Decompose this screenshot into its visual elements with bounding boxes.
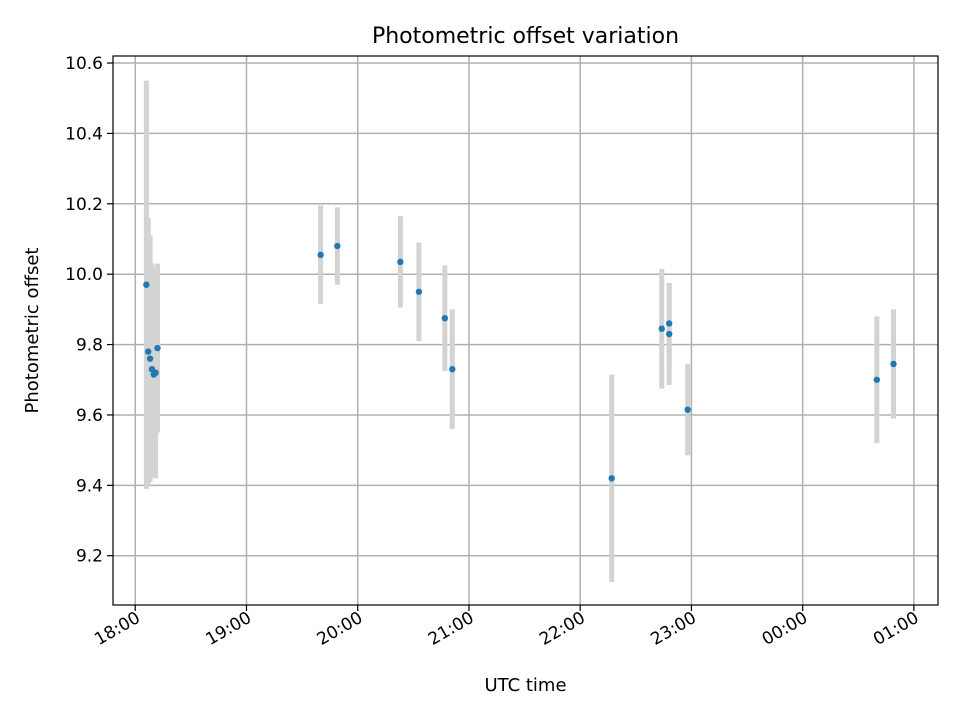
error-bars bbox=[143, 80, 897, 583]
x-axis-ticks: 18:00 19:00 20:00 21:00 22:00 23:00 00:00 01:00 bbox=[91, 605, 922, 650]
data-point bbox=[317, 251, 324, 259]
plot-frame bbox=[112, 55, 939, 606]
x-tick-label: 00:00 bbox=[759, 608, 811, 650]
data-point bbox=[441, 314, 449, 322]
y-tick-label: 10.2 bbox=[65, 195, 103, 215]
x-tick-label: 23:00 bbox=[647, 608, 699, 650]
data-point bbox=[890, 360, 897, 368]
y-axis-label: Photometric offset bbox=[22, 248, 43, 414]
chart-title: Photometric offset variation bbox=[372, 24, 679, 49]
x-tick-label: 19:00 bbox=[203, 608, 255, 650]
data-point bbox=[415, 288, 423, 295]
y-tick-label: 10.4 bbox=[65, 124, 103, 144]
x-tick-label: 01:00 bbox=[870, 608, 922, 650]
data-points bbox=[143, 242, 897, 482]
data-point bbox=[684, 406, 691, 413]
x-tick-label: 22:00 bbox=[536, 608, 588, 650]
y-tick-label: 9.6 bbox=[76, 406, 103, 426]
data-point bbox=[665, 330, 673, 338]
data-point bbox=[154, 344, 161, 352]
data-point bbox=[608, 475, 615, 482]
y-tick-label: 10.6 bbox=[65, 54, 103, 74]
x-axis-label: UTC time bbox=[484, 675, 566, 696]
y-tick-label: 9.8 bbox=[76, 336, 103, 356]
data-point bbox=[658, 325, 665, 332]
x-tick-label: 21:00 bbox=[425, 608, 477, 650]
data-point bbox=[397, 258, 404, 266]
y-tick-label: 9.2 bbox=[76, 547, 103, 567]
data-point bbox=[145, 348, 152, 355]
data-point bbox=[665, 320, 673, 327]
x-tick-label: 20:00 bbox=[314, 608, 366, 650]
data-point bbox=[143, 281, 150, 288]
y-tick-label: 10.0 bbox=[65, 265, 103, 285]
data-point bbox=[152, 369, 159, 376]
data-point bbox=[334, 242, 341, 250]
x-tick-label: 18:00 bbox=[91, 608, 143, 650]
data-point bbox=[873, 376, 881, 383]
data-point bbox=[449, 366, 456, 373]
grid bbox=[113, 56, 938, 605]
data-point bbox=[146, 355, 154, 362]
y-tick-label: 9.4 bbox=[76, 476, 103, 496]
y-axis-ticks: 9.2 9.4 9.6 9.8 10.0 10.2 10.4 10.6 bbox=[65, 54, 113, 567]
